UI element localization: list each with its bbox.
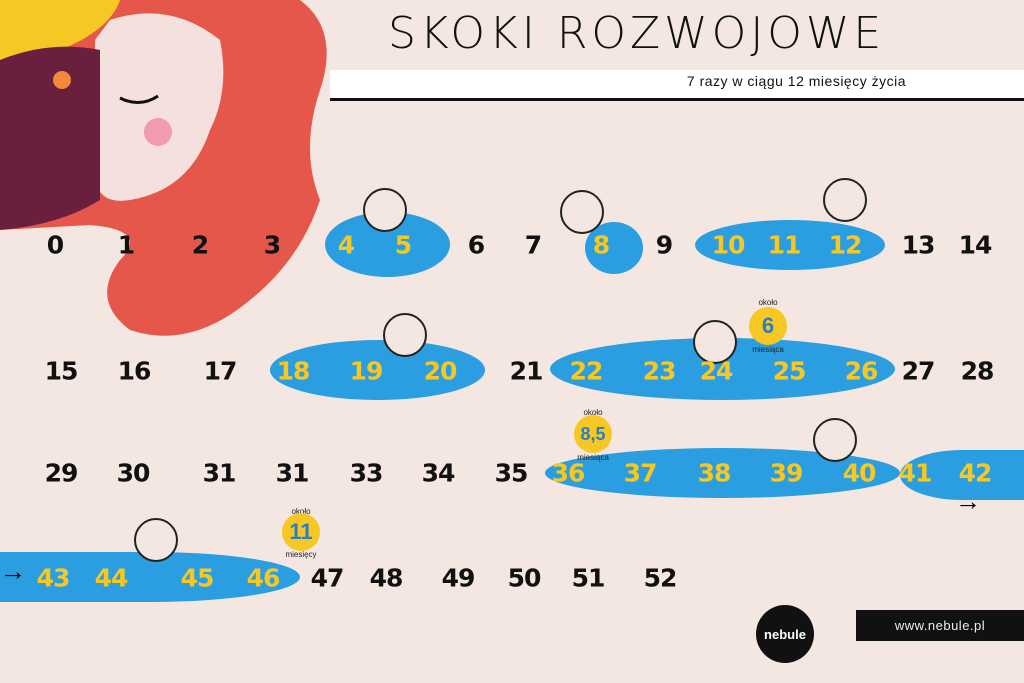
- week-number: 35: [494, 458, 529, 488]
- week-number: 48: [369, 563, 404, 593]
- week-number: 40: [842, 458, 877, 488]
- week-number: 39: [769, 458, 804, 488]
- week-number: 37: [623, 458, 658, 488]
- week-number: 16: [117, 356, 152, 386]
- subtitle-band: [330, 70, 1024, 101]
- leap-blob-3: [695, 220, 885, 270]
- website-link[interactable]: www.nebule.pl: [856, 610, 1024, 641]
- week-number: 4: [337, 230, 355, 260]
- week-number: 49: [441, 563, 476, 593]
- week-number: 51: [571, 563, 606, 593]
- week-number: 52: [643, 563, 678, 593]
- week-number: 20: [423, 356, 458, 386]
- baby-face-icon: [693, 320, 737, 364]
- badge-bottom: miesiąca: [752, 345, 784, 354]
- week-number: 19: [349, 356, 384, 386]
- baby-face-icon: [383, 313, 427, 357]
- badge-top: około: [291, 507, 311, 516]
- week-number: 27: [901, 356, 936, 386]
- week-number: 41: [898, 458, 933, 488]
- week-number: 8: [592, 230, 610, 260]
- week-number: 25: [772, 356, 807, 386]
- page-title: SKOKI ROZWOJOWE: [388, 8, 886, 59]
- week-number: 46: [246, 563, 281, 593]
- week-number: 28: [960, 356, 995, 386]
- leap-blob-4: [270, 340, 485, 400]
- week-number: 10: [711, 230, 746, 260]
- week-number: 9: [655, 230, 673, 260]
- leap-blob-2: [585, 222, 643, 274]
- badge-6: 6: [749, 307, 787, 345]
- week-number: 5: [394, 230, 412, 260]
- badge-8-5: 8,5: [574, 415, 612, 453]
- week-number: 7: [524, 230, 542, 260]
- badge-top: około: [758, 298, 778, 307]
- nebule-logo: nebule: [756, 605, 814, 663]
- week-number: 13: [901, 230, 936, 260]
- subtitle: 7 razy w ciągu 12 miesięcy życia: [686, 73, 906, 89]
- arrow-right-icon: →: [0, 556, 26, 586]
- badge-11: 11: [282, 513, 320, 551]
- week-number: 2: [191, 230, 209, 260]
- baby-face-icon: [823, 178, 867, 222]
- week-number: 14: [958, 230, 993, 260]
- week-number: 43: [36, 563, 71, 593]
- week-number: 24: [699, 356, 734, 386]
- week-number: 44: [94, 563, 129, 593]
- baby-face-icon: [363, 188, 407, 232]
- week-number: 31: [275, 458, 310, 488]
- week-number: 30: [116, 458, 151, 488]
- week-number: 17: [203, 356, 238, 386]
- week-number: 29: [44, 458, 79, 488]
- baby-face-icon: [560, 190, 604, 234]
- week-number: 42: [958, 458, 993, 488]
- week-number: 1: [117, 230, 135, 260]
- week-number: 50: [507, 563, 542, 593]
- week-number: 21: [509, 356, 544, 386]
- week-number: 31: [202, 458, 237, 488]
- week-number: 45: [180, 563, 215, 593]
- week-number: 3: [263, 230, 281, 260]
- week-number: 12: [828, 230, 863, 260]
- arrow-right-icon: →: [955, 486, 981, 516]
- week-number: 15: [44, 356, 79, 386]
- badge-bottom: miesięcy: [285, 550, 317, 559]
- week-number: 47: [310, 563, 345, 593]
- week-number: 11: [767, 230, 802, 260]
- baby-face-icon: [134, 518, 178, 562]
- week-number: 22: [569, 356, 604, 386]
- week-number: 0: [46, 230, 64, 260]
- badge-top: około: [583, 408, 603, 417]
- week-number: 23: [642, 356, 677, 386]
- badge-bottom: miesiąca: [577, 453, 609, 462]
- week-number: 34: [421, 458, 456, 488]
- leap-blob-6b: [900, 450, 1024, 500]
- baby-face-icon: [813, 418, 857, 462]
- week-number: 26: [844, 356, 879, 386]
- week-number: 6: [467, 230, 485, 260]
- week-number: 38: [697, 458, 732, 488]
- woman-illustration: [0, 0, 327, 336]
- week-number: 33: [349, 458, 384, 488]
- week-number: 36: [551, 458, 586, 488]
- week-number: 18: [276, 356, 311, 386]
